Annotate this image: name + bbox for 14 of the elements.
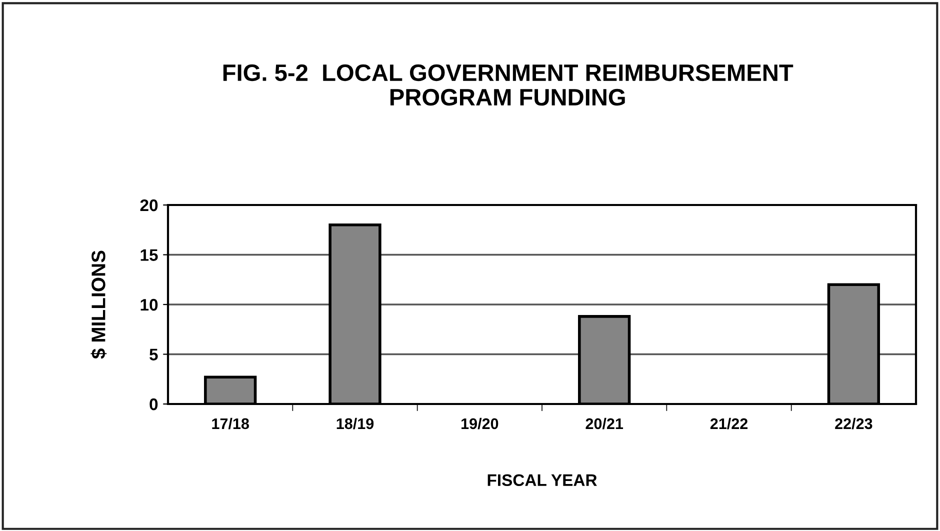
y-tick-label: 15	[140, 249, 158, 261]
x-tick-label: 17/18	[212, 418, 249, 430]
x-tick-label: 21/22	[710, 418, 748, 430]
x-axis-title: FISCAL YEAR	[488, 474, 597, 486]
y-tick-label: 0	[150, 398, 158, 410]
x-tick-label: 19/20	[462, 418, 498, 430]
x-tick-label: 22/23	[835, 418, 872, 430]
y-tick-label: 20	[140, 199, 158, 212]
x-tick-label: 20/21	[586, 418, 624, 430]
y-tick-label: 5	[150, 348, 158, 360]
y-tick-label: 10	[140, 298, 158, 311]
chart-title: FIG. 5-2 LOCAL GOVERNMENT REIMBURSEMENT PROGRAM FUNDING	[223, 64, 794, 106]
y-axis-title: $ MILLIONS	[90, 250, 107, 359]
x-tick-label: 18/19	[336, 418, 374, 430]
